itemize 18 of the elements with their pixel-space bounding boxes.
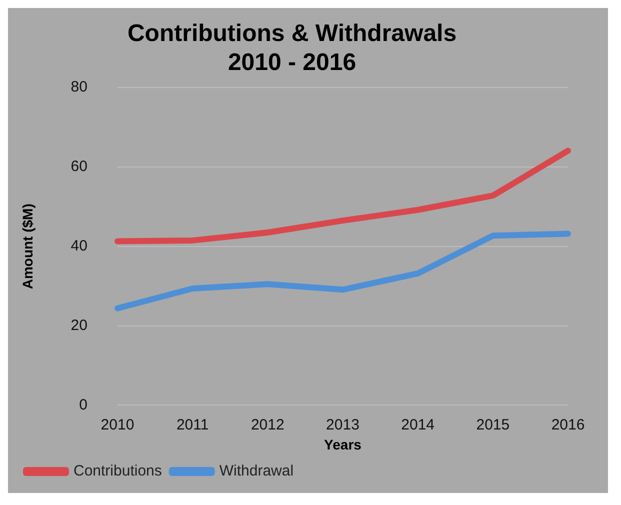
x-tick-label: 2015 xyxy=(476,416,510,434)
x-tick-label: 2016 xyxy=(551,416,585,434)
legend-label: Withdrawal xyxy=(219,462,294,480)
y-tick-label: 40 xyxy=(70,238,88,255)
legend-label: Contributions xyxy=(74,462,162,480)
x-axis-title: Years xyxy=(324,436,362,452)
y-tick-label: 20 xyxy=(70,316,88,334)
x-tick-label: 2011 xyxy=(176,416,209,434)
x-tick-label: 2013 xyxy=(326,416,360,434)
x-tick-label: 2012 xyxy=(250,416,284,434)
y-axis-title: Amount ($M) xyxy=(19,204,36,290)
y-tick-label: 80 xyxy=(70,78,88,96)
y-tick-label: 0 xyxy=(79,396,88,414)
text: Contributions & Withdrawals xyxy=(127,20,457,48)
text: 2010 - 2016 xyxy=(228,48,356,76)
x-tick-label: 2014 xyxy=(401,416,435,434)
x-tick-label: 2010 xyxy=(100,416,134,434)
y-tick-label: 60 xyxy=(70,158,88,176)
